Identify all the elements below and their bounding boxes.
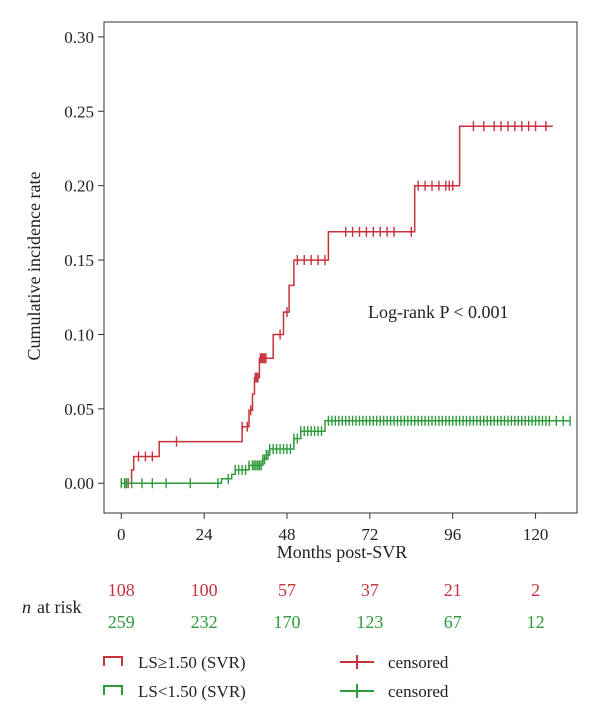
series-layer <box>120 121 571 489</box>
y-tick-label: 0.30 <box>64 28 94 47</box>
y-axis: 0.00 0.05 0.10 0.15 0.20 0.25 0.30 <box>64 28 104 493</box>
risk-count: 123 <box>356 612 383 632</box>
risk-count: 232 <box>191 612 218 632</box>
series-line-ls-low <box>121 420 571 484</box>
x-tick-label: 72 <box>361 525 378 544</box>
x-tick-label: 96 <box>444 525 461 544</box>
risk-count: 259 <box>108 612 135 632</box>
x-axis-title: Months post-SVR <box>277 542 408 562</box>
risk-count: 170 <box>273 612 300 632</box>
legend-step-swatch <box>103 685 123 695</box>
risk-count: 108 <box>108 580 135 600</box>
x-tick-label: 0 <box>117 525 126 544</box>
legend-label: LS≥1.50 (SVR) <box>138 653 246 672</box>
series-line-ls-high <box>121 125 553 484</box>
risk-table: n at risk 108 100 57 37 21 2 259 232 170 123 67 12 <box>22 580 545 632</box>
legend-label: censored <box>388 653 449 672</box>
risk-label-text: at risk <box>37 597 82 617</box>
plot-frame <box>103 21 578 514</box>
log-rank-annotation: Log-rank P < 0.001 <box>368 302 508 322</box>
risk-count: 67 <box>444 612 462 632</box>
x-axis: 0 24 48 72 96 120 <box>117 513 548 544</box>
legend-step-swatch <box>103 656 123 666</box>
risk-count: 57 <box>278 580 296 600</box>
risk-count: 12 <box>527 612 545 632</box>
x-tick-label: 48 <box>278 525 295 544</box>
y-tick-label: 0.15 <box>64 251 94 270</box>
risk-label-n: n <box>22 597 31 617</box>
risk-count: 100 <box>191 580 218 600</box>
risk-count: 2 <box>531 580 540 600</box>
legend-label: censored <box>388 682 449 701</box>
x-tick-label: 24 <box>196 525 214 544</box>
y-tick-label: 0.10 <box>64 325 94 344</box>
risk-count: 37 <box>361 580 379 600</box>
x-tick-label: 120 <box>523 525 549 544</box>
y-tick-label: 0.25 <box>64 102 94 121</box>
legend: LS≥1.50 (SVR) censored LS<1.50 (SVR) censor… <box>103 653 449 701</box>
risk-table-label: n at risk <box>22 597 82 617</box>
legend-label: LS<1.50 (SVR) <box>138 682 246 701</box>
risk-count: 21 <box>444 580 462 600</box>
y-tick-label: 0.05 <box>64 400 94 419</box>
y-tick-label: 0.00 <box>64 474 94 493</box>
y-axis-title: Cumulative incidence rate <box>24 172 44 361</box>
y-tick-label: 0.20 <box>64 177 94 196</box>
